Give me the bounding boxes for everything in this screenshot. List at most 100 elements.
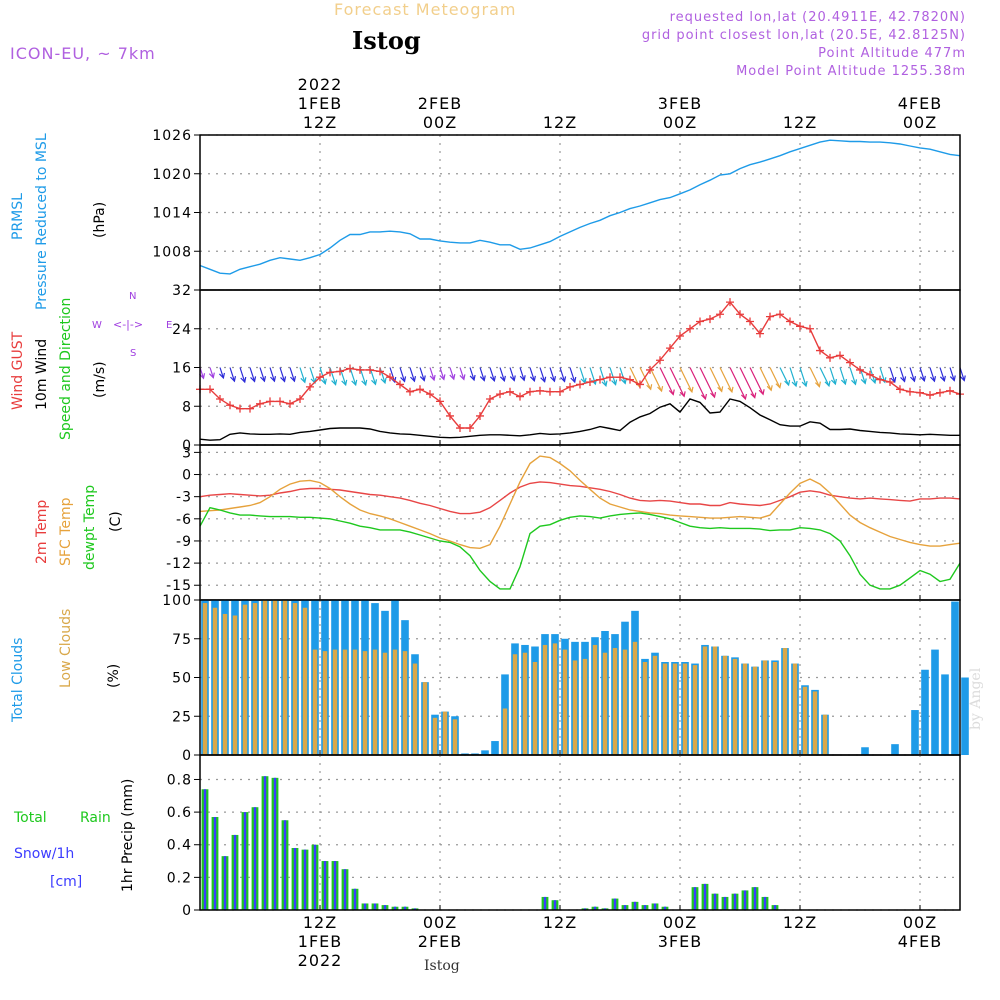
wind-arrowhead [900, 376, 907, 383]
snow-bar [733, 893, 737, 910]
wind-arrowhead [727, 386, 734, 394]
wind-arrow [619, 367, 626, 384]
low-cloud-bar [662, 663, 668, 755]
point-altitude: Point Altitude 477m [818, 46, 966, 61]
gust-marker [556, 387, 564, 396]
snow-bar [653, 903, 657, 910]
gust-marker [766, 312, 774, 321]
wind-arrow [649, 367, 663, 392]
wind-arrowhead [499, 375, 506, 383]
gust-marker [206, 385, 214, 394]
snow-bar [613, 898, 617, 910]
low-cloud-bar [342, 649, 348, 755]
wind-arrowhead [570, 376, 577, 384]
wind-arrowhead [320, 378, 327, 385]
panel-4: 0 25 50 75 100 [162, 593, 969, 764]
wind-arrowhead [218, 372, 225, 380]
wind-arrowhead [775, 382, 782, 389]
wind-arrow [739, 367, 756, 398]
low-cloud-bar [502, 708, 508, 755]
snow-bar [723, 896, 727, 910]
wind-arrowhead [740, 393, 748, 401]
low-cloud-bar [202, 603, 208, 755]
total-cloud-bar [471, 753, 479, 755]
gust-marker [446, 411, 454, 420]
y-tick-label: 0.6 [167, 805, 192, 821]
low-cloud-bar [632, 641, 638, 755]
low-cloud-bar [652, 655, 658, 755]
gust-marker [336, 367, 344, 376]
wind-arrowhead [758, 389, 765, 396]
wind-arrow [939, 367, 945, 382]
wind-arrow [699, 367, 716, 398]
total-cloud-bar [941, 674, 949, 755]
model-altitude: Model Point Altitude 1255.38m [736, 64, 966, 79]
gust-marker [786, 317, 794, 326]
low-cloud-bar [442, 711, 448, 755]
wind-arrow [559, 367, 566, 382]
gust-marker [606, 373, 614, 382]
snow-bar [633, 901, 637, 910]
wind-arrow [779, 367, 790, 386]
bottom-time-label: 4FEB [898, 932, 942, 951]
snow-bar [413, 908, 417, 910]
low-cloud-bar [642, 662, 648, 755]
total-cloud-bar [491, 741, 499, 755]
compass-cross: <-|-> [113, 318, 144, 331]
snow-bar [353, 888, 357, 910]
low-cloud-bar [402, 651, 408, 755]
snow-bar [233, 834, 237, 910]
snow-bar [383, 905, 387, 910]
wind-arrowhead [550, 376, 557, 383]
snow-bar [663, 906, 667, 910]
gust-marker [706, 315, 714, 324]
low-cloud-bar [452, 719, 458, 755]
low-cloud-bar [372, 649, 378, 755]
gust-marker [396, 380, 404, 389]
low-cloud-bar [592, 644, 598, 755]
gust-marker [466, 424, 474, 433]
wind-arrow [299, 367, 306, 383]
wind-arrowhead [646, 384, 653, 391]
wind-arrowhead [601, 380, 608, 387]
top-time-label: 00Z [423, 113, 457, 132]
wind-arrowhead [300, 377, 307, 384]
low-cloud-bar [802, 686, 808, 755]
total-cloud-bar [911, 710, 919, 755]
snow-bar [283, 820, 287, 910]
gust-marker [476, 411, 484, 420]
p5-legend-total: Total [14, 810, 47, 826]
wind-arrow [489, 367, 495, 382]
wind-arrowhead [830, 378, 837, 386]
gust-marker [936, 388, 944, 397]
gust-marker [316, 373, 324, 382]
low-cloud-bar [622, 649, 628, 755]
wind-arrow [289, 367, 296, 382]
low-cloud-bar [812, 691, 818, 755]
gust-marker [866, 370, 874, 379]
wind-arrow [809, 367, 820, 387]
low-cloud-bar [742, 663, 748, 755]
wind-arrow [259, 367, 266, 382]
gust-marker [566, 382, 574, 391]
top-time-label: 2022 [298, 75, 343, 94]
low-cloud-bar [392, 649, 398, 755]
wind-arrow [829, 367, 836, 385]
gust-marker [256, 399, 264, 408]
bottom-time-label: 00Z [663, 913, 697, 932]
wind-arrowhead [270, 376, 277, 383]
wind-arrowhead [419, 375, 426, 382]
wind-arrow [229, 367, 236, 382]
gust-marker [296, 394, 304, 403]
total-cloud-bar [861, 747, 869, 755]
y-tick-label: 0 [182, 748, 192, 764]
gust-marker [346, 364, 354, 373]
snow-bar [373, 903, 377, 910]
wind-arrowhead [199, 373, 206, 380]
wind-arrowhead [750, 392, 757, 399]
wind-arrow [549, 367, 556, 382]
low-cloud-bar [332, 649, 338, 755]
wind-arrowhead [351, 379, 358, 387]
gust-marker [266, 397, 274, 406]
snow-bar [713, 893, 717, 910]
